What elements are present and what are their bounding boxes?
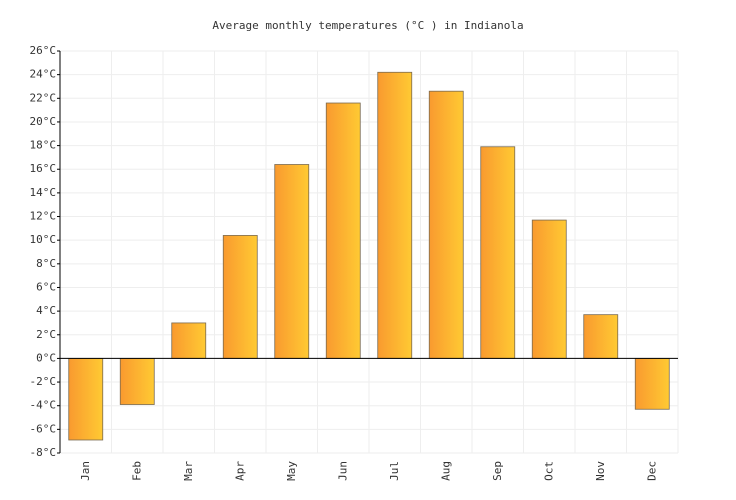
y-tick-label: 16°C (30, 162, 57, 175)
x-tick-label: Jun (336, 461, 349, 481)
x-tick-label: May (285, 461, 298, 481)
x-tick-label: Mar (182, 461, 195, 481)
bar (222, 235, 258, 359)
y-tick-label: -8°C (30, 446, 57, 459)
x-tick-label: Sep (491, 461, 504, 481)
y-tick-label: -4°C (30, 399, 57, 412)
chart-title: Average monthly temperatures (°C ) in In… (212, 19, 523, 32)
y-tick-label: 22°C (30, 91, 57, 104)
y-tick-label: 26°C (30, 44, 57, 57)
bar (274, 164, 310, 359)
x-tick-label: Jan (79, 461, 92, 481)
x-tick-label: Aug (439, 461, 452, 481)
bar (377, 71, 413, 359)
y-tick-label: 14°C (30, 186, 57, 199)
y-tick-label: -6°C (30, 422, 57, 435)
bar (119, 358, 155, 405)
x-tick-label: Dec (645, 461, 658, 481)
y-tick-label: -2°C (30, 375, 57, 388)
x-tick-label: Oct (542, 461, 555, 481)
y-tick-label: 8°C (36, 257, 56, 270)
bar (583, 314, 619, 359)
x-tick-label: Jul (388, 461, 401, 481)
y-tick-label: 10°C (30, 233, 57, 246)
bar (634, 358, 670, 410)
bar (480, 146, 516, 359)
x-tick-label: Apr (233, 461, 246, 481)
bar (171, 322, 207, 359)
x-tick-label: Feb (130, 461, 143, 481)
y-tick-label: 12°C (30, 210, 57, 223)
bar (531, 219, 567, 359)
y-tick-label: 20°C (30, 115, 57, 128)
y-tick-label: 6°C (36, 280, 56, 293)
bar (68, 358, 104, 441)
y-tick-label: 0°C (36, 351, 56, 364)
y-tick-label: 4°C (36, 304, 56, 317)
y-tick-label: 24°C (30, 68, 57, 81)
bar (325, 102, 361, 359)
bar (428, 90, 464, 359)
x-tick-label: Nov (594, 461, 607, 481)
y-tick-label: 18°C (30, 139, 57, 152)
y-tick-label: 2°C (36, 328, 56, 341)
